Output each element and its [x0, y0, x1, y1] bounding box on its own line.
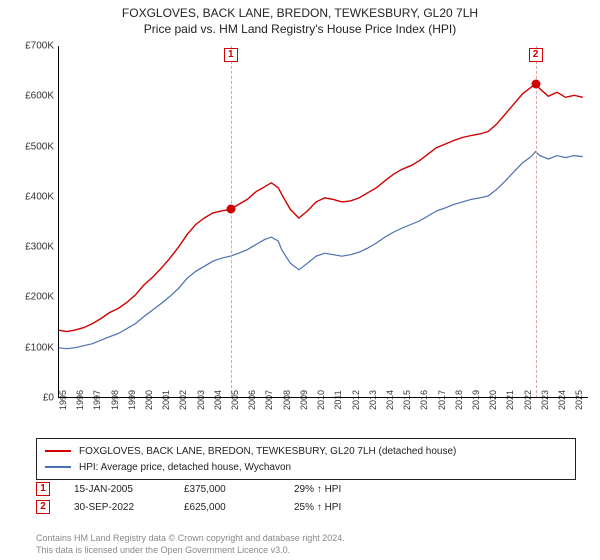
- footer-line-2: This data is licensed under the Open Gov…: [36, 544, 576, 556]
- x-tick-label: 2018: [454, 390, 464, 410]
- legend-item-price: FOXGLOVES, BACK LANE, BREDON, TEWKESBURY…: [45, 443, 567, 459]
- transaction-vs-hpi: 25% ↑ HPI: [294, 502, 404, 513]
- legend-label-hpi: HPI: Average price, detached house, Wych…: [79, 462, 291, 473]
- transaction-marker-1: 1: [36, 482, 50, 496]
- x-tick-label: 2014: [385, 390, 395, 410]
- x-tick-label: 2019: [471, 390, 481, 410]
- marker-dot: [226, 205, 235, 214]
- y-tick-label: £400K: [25, 191, 54, 202]
- marker-vline: [536, 46, 537, 398]
- y-tick-label: £300K: [25, 242, 54, 253]
- x-tick-label: 2002: [178, 390, 188, 410]
- x-tick-label: 1997: [92, 390, 102, 410]
- x-tick-label: 2006: [247, 390, 257, 410]
- legend-swatch-hpi: [45, 466, 71, 468]
- transaction-marker-2: 2: [36, 500, 50, 514]
- x-tick-label: 2016: [419, 390, 429, 410]
- x-tick-label: 2011: [333, 390, 343, 409]
- marker-label-box: 1: [224, 48, 238, 62]
- footer: Contains HM Land Registry data © Crown c…: [36, 532, 576, 556]
- table-row: 2 30-SEP-2022 £625,000 25% ↑ HPI: [36, 498, 576, 516]
- y-tick-label: £700K: [25, 41, 54, 52]
- x-tick-label: 2025: [574, 390, 584, 410]
- legend: FOXGLOVES, BACK LANE, BREDON, TEWKESBURY…: [36, 438, 576, 480]
- transaction-vs-hpi: 29% ↑ HPI: [294, 484, 404, 495]
- marker-vline: [231, 46, 232, 398]
- x-tick-label: 2012: [351, 390, 361, 410]
- x-tick-label: 1999: [127, 390, 137, 410]
- chart-area: £0£100K£200K£300K£400K£500K£600K£700K 12…: [8, 46, 592, 426]
- x-tick-label: 1996: [75, 390, 85, 410]
- x-tick-label: 2000: [144, 390, 154, 410]
- x-tick-label: 2023: [540, 390, 550, 410]
- footer-line-1: Contains HM Land Registry data © Crown c…: [36, 532, 576, 544]
- chart-svg: [58, 46, 588, 398]
- line-series_hpi: [58, 152, 583, 349]
- x-tick-label: 2010: [316, 390, 326, 410]
- y-axis: £0£100K£200K£300K£400K£500K£600K£700K: [8, 46, 58, 398]
- legend-swatch-price: [45, 450, 71, 452]
- transaction-date: 15-JAN-2005: [74, 484, 184, 495]
- x-tick-label: 2020: [488, 390, 498, 410]
- line-series_price: [58, 84, 583, 332]
- legend-item-hpi: HPI: Average price, detached house, Wych…: [45, 459, 567, 475]
- chart-subtitle: Price paid vs. HM Land Registry's House …: [0, 20, 600, 36]
- x-tick-label: 2021: [505, 390, 515, 410]
- x-tick-label: 2015: [402, 390, 412, 410]
- transaction-price: £625,000: [184, 502, 294, 513]
- x-tick-label: 2022: [523, 390, 533, 410]
- x-axis: 1995199619971998199920002001200220032004…: [58, 398, 588, 426]
- x-tick-label: 2004: [213, 390, 223, 410]
- plot-area: 12: [58, 46, 588, 398]
- transaction-price: £375,000: [184, 484, 294, 495]
- x-tick-label: 2007: [264, 390, 274, 410]
- chart-title: FOXGLOVES, BACK LANE, BREDON, TEWKESBURY…: [0, 0, 600, 20]
- x-tick-label: 2017: [437, 390, 447, 410]
- legend-label-price: FOXGLOVES, BACK LANE, BREDON, TEWKESBURY…: [79, 446, 456, 457]
- x-tick-label: 2005: [230, 390, 240, 410]
- transaction-date: 30-SEP-2022: [74, 502, 184, 513]
- x-tick-label: 2013: [368, 390, 378, 410]
- marker-label-box: 2: [529, 48, 543, 62]
- table-row: 1 15-JAN-2005 £375,000 29% ↑ HPI: [36, 480, 576, 498]
- x-tick-label: 1995: [58, 390, 68, 410]
- x-tick-label: 2003: [196, 390, 206, 410]
- y-tick-label: £600K: [25, 91, 54, 102]
- x-tick-label: 2008: [282, 390, 292, 410]
- x-tick-label: 2009: [299, 390, 309, 410]
- y-tick-label: £0: [43, 393, 54, 404]
- y-tick-label: £200K: [25, 292, 54, 303]
- y-tick-label: £100K: [25, 342, 54, 353]
- marker-dot: [531, 79, 540, 88]
- transaction-table: 1 15-JAN-2005 £375,000 29% ↑ HPI 2 30-SE…: [36, 480, 576, 516]
- x-tick-label: 2024: [557, 390, 567, 410]
- chart-container: FOXGLOVES, BACK LANE, BREDON, TEWKESBURY…: [0, 0, 600, 560]
- x-tick-label: 1998: [110, 390, 120, 410]
- x-tick-label: 2001: [161, 390, 171, 410]
- y-tick-label: £500K: [25, 141, 54, 152]
